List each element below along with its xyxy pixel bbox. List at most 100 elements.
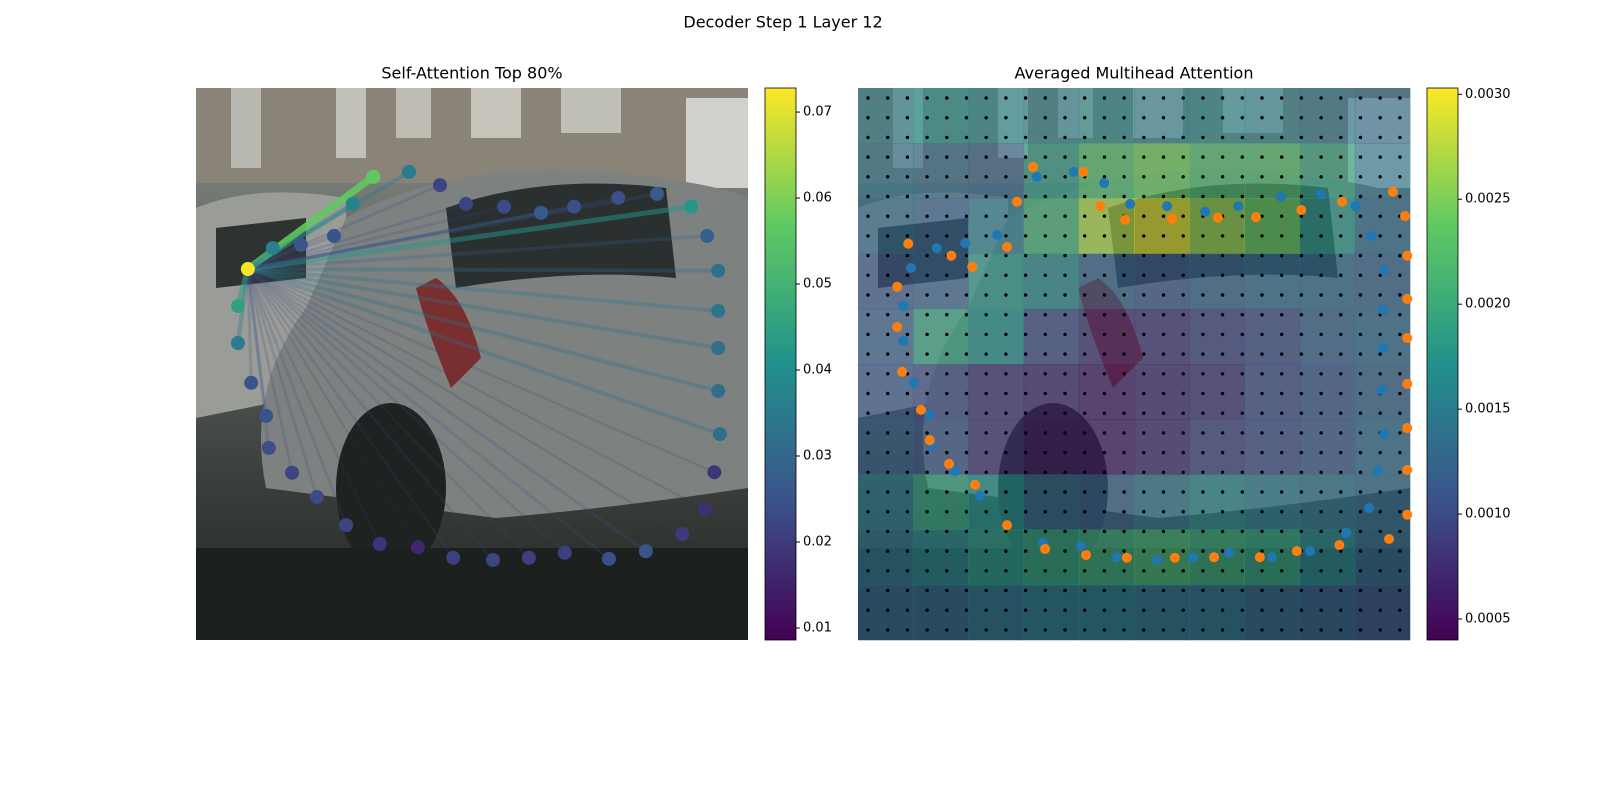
grid-dot (1398, 253, 1402, 258)
keypoint (1078, 166, 1089, 177)
token-point (497, 199, 512, 214)
keypoint (1384, 533, 1395, 544)
heatmap-cell (968, 143, 1025, 199)
grid-dot (1083, 470, 1087, 474)
attention-line (246, 196, 620, 271)
grid-dot (925, 490, 929, 494)
grid-dot (1339, 431, 1343, 435)
grid-dot (1299, 588, 1304, 593)
grid-dot (1319, 450, 1323, 455)
grid-dot (866, 313, 870, 317)
grid-dot (1161, 96, 1166, 100)
grid-dot (1083, 313, 1087, 317)
grid-dot (866, 588, 870, 593)
grid-dot (1240, 588, 1244, 593)
grid-dot (1043, 175, 1047, 179)
heatmap-cell (913, 198, 969, 255)
attention-line (246, 267, 381, 546)
grid-dot (1083, 628, 1087, 632)
grid-dot (886, 490, 890, 494)
grid-dot (886, 313, 890, 317)
attention-line (246, 267, 707, 511)
grid-dot (1142, 194, 1146, 199)
grid-dot (1378, 332, 1382, 337)
self-attention-panel (196, 88, 748, 640)
grid-dot (1122, 628, 1126, 632)
grid-dot (1299, 253, 1304, 258)
grid-dot (1161, 175, 1166, 179)
keypoint (1366, 230, 1377, 241)
grid-dot (1043, 628, 1047, 632)
grid-dot (1023, 293, 1028, 297)
colorbar (764, 87, 797, 641)
grid-dot (866, 332, 870, 337)
grid-dot (1220, 293, 1225, 297)
grid-dot (925, 510, 929, 514)
grid-dot (1319, 293, 1323, 297)
grid-dot (1378, 450, 1382, 455)
grid-dot (1043, 234, 1047, 238)
grid-dot (1161, 293, 1166, 297)
grid-dot (964, 470, 969, 474)
grid-dot (1240, 234, 1244, 238)
grid-dot (1220, 431, 1225, 435)
grid-dot (1102, 332, 1107, 337)
grid-dot (1358, 372, 1363, 376)
heatmap-cell (1354, 253, 1411, 310)
grid-dot (866, 273, 870, 277)
grid-dot (1102, 549, 1107, 553)
grid-dot (1339, 549, 1343, 553)
keypoint (1076, 541, 1087, 552)
grid-dot (1339, 411, 1343, 415)
token-point (230, 336, 245, 351)
grid-dot (1398, 628, 1402, 632)
grid-dot (1220, 96, 1225, 100)
grid-dot (1398, 470, 1402, 474)
grid-dot (945, 313, 949, 317)
attention-line (246, 267, 294, 475)
grid-dot (1280, 135, 1284, 140)
grid-dot (1319, 470, 1323, 474)
heatmap-cell (1023, 419, 1080, 475)
grid-dot (866, 450, 870, 455)
heatmap-cell (858, 419, 914, 475)
heatmap-cell (1244, 143, 1301, 199)
grid-dot (1161, 273, 1166, 277)
grid-dot (866, 214, 870, 218)
grid-dot (1181, 96, 1185, 100)
keypoint (1152, 554, 1163, 565)
grid-dot (1339, 293, 1343, 297)
keypoint (1267, 552, 1277, 563)
grid-dot (1161, 194, 1166, 199)
grid-dot (1004, 608, 1008, 612)
heatmap-cell (1354, 308, 1411, 365)
grid-dot (905, 529, 910, 534)
grid-dot (1063, 431, 1067, 435)
colorbar-tick-label: 0.0025 (1465, 192, 1511, 207)
grid-dot (905, 253, 910, 258)
grid-dot (1220, 352, 1225, 356)
grid-dot (1063, 569, 1067, 573)
grid-dot (905, 391, 910, 396)
keypoint (1340, 527, 1351, 538)
grid-dot (1299, 155, 1304, 159)
grid-dot (1161, 470, 1166, 474)
grid-dot (984, 234, 988, 238)
keypoint (898, 335, 909, 346)
grid-dot (945, 588, 949, 593)
grid-dot (1280, 155, 1284, 159)
grid-dot (984, 293, 988, 297)
grid-dot (1083, 135, 1087, 140)
grid-dot (964, 234, 969, 238)
heatmap-cell (1354, 88, 1411, 144)
grid-dot (1142, 608, 1146, 612)
grid-dot (1280, 372, 1284, 376)
grid-dot (886, 470, 890, 474)
grid-dot (866, 293, 870, 297)
grid-dot (1339, 313, 1343, 317)
grid-dot (1260, 569, 1264, 573)
grid-dot (1280, 352, 1284, 356)
grid-dot (1043, 96, 1047, 100)
heatmap-cell (1023, 308, 1080, 365)
grid-dot (1063, 391, 1067, 396)
